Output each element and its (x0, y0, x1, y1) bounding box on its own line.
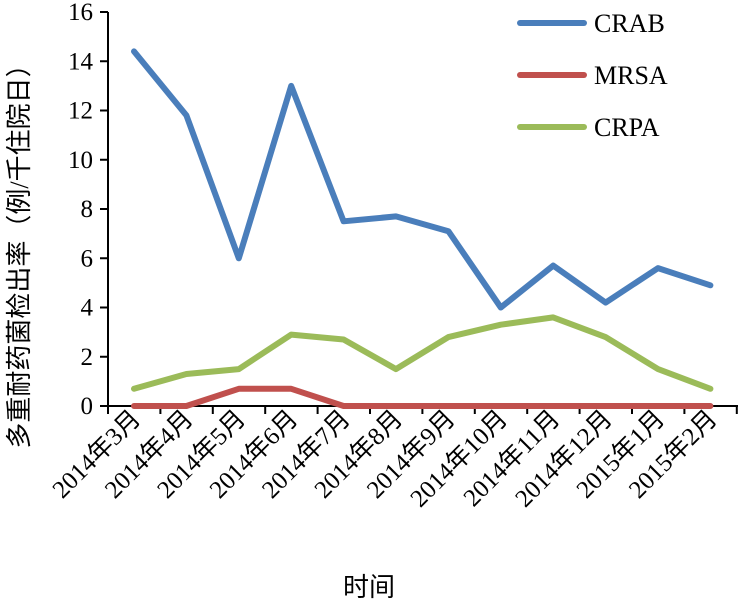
x-ticks: 2014年3月2014年4月2014年5月2014年6月2014年7月2014年… (47, 404, 738, 513)
y-tick-label: 4 (81, 295, 94, 322)
y-ticks: 0 2 4 6 8 10 12 14 16 (68, 0, 108, 420)
legend-label-crab: CRAB (594, 9, 665, 38)
series-line-crab (131, 48, 714, 311)
y-tick-label: 6 (81, 245, 94, 272)
y-tick-label: 0 (81, 393, 94, 420)
legend: CRAB MRSA CRPA (517, 9, 668, 142)
series-line-crpa (131, 314, 714, 392)
y-tick-label: 10 (68, 147, 93, 174)
y-axis-title: 多重耐药菌检出率（例/千住院日） (5, 51, 34, 448)
series-line-mrsa (131, 385, 714, 409)
series-lines (131, 48, 714, 409)
legend-label-crpa: CRPA (594, 113, 660, 142)
legend-label-mrsa: MRSA (594, 61, 668, 90)
x-axis-title: 时间 (343, 573, 395, 602)
y-tick-label: 16 (68, 0, 93, 26)
y-tick-label: 8 (81, 196, 94, 223)
y-tick-label: 14 (68, 48, 94, 75)
y-tick-label: 2 (81, 344, 94, 371)
y-tick-label: 12 (68, 98, 93, 125)
